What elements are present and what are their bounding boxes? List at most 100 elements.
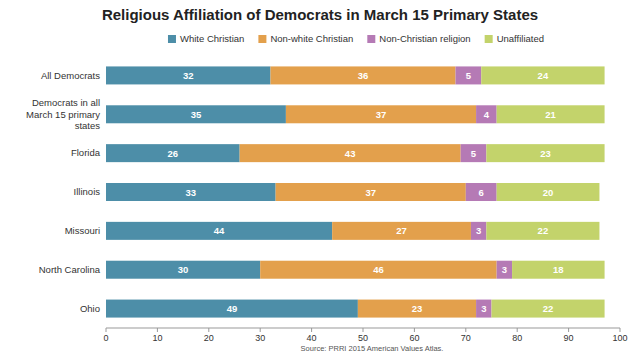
category-label: Illinois	[74, 186, 101, 197]
bar	[240, 144, 461, 162]
x-tick-label: 70	[461, 333, 471, 343]
data-label: 3	[476, 225, 481, 236]
bar	[456, 66, 482, 84]
data-label: 37	[376, 109, 387, 120]
x-tick-label: 80	[512, 333, 522, 343]
bar	[106, 300, 358, 318]
data-label: 37	[365, 187, 376, 198]
legend-swatch	[367, 35, 375, 43]
legend-swatch	[258, 35, 266, 43]
category-label-line: North Carolina	[39, 264, 101, 275]
category-label-line: Democrats in all	[32, 97, 100, 108]
data-label: 35	[191, 109, 202, 120]
bar	[471, 222, 486, 240]
x-tick-label: 90	[564, 333, 574, 343]
x-tick-label: 20	[204, 333, 214, 343]
bar	[512, 261, 605, 279]
bar	[497, 105, 605, 123]
x-tick	[465, 328, 466, 332]
bar	[276, 183, 466, 201]
x-tick-label: 50	[358, 333, 368, 343]
legend: White Christian Non-white Christian Non-Ch…	[168, 33, 544, 44]
data-label: 22	[543, 303, 554, 314]
data-label: 22	[538, 225, 549, 236]
category-label: All Democrats	[41, 70, 100, 81]
x-tick	[106, 328, 107, 332]
data-label: 3	[481, 303, 486, 314]
x-tick	[414, 328, 415, 332]
x-tick-label: 40	[307, 333, 317, 343]
legend-label: Non-Christian religion	[379, 33, 470, 44]
category-label: Missouri	[65, 225, 100, 236]
data-label: 3	[502, 264, 507, 275]
category-label-line: All Democrats	[41, 70, 100, 81]
x-tick-label: 30	[255, 333, 265, 343]
data-label: 32	[183, 70, 194, 81]
x-tick-label: 10	[152, 333, 162, 343]
data-label: 5	[471, 148, 477, 159]
x-tick	[260, 328, 261, 332]
bar	[358, 300, 476, 318]
x-tick	[517, 328, 518, 332]
x-tick-label: 60	[409, 333, 419, 343]
x-tick	[620, 328, 621, 332]
chart: Religious Affiliation of Democrats in Ma…	[0, 0, 640, 354]
x-tick	[363, 328, 364, 332]
x-tick	[157, 328, 158, 332]
category-label-line: Missouri	[65, 225, 100, 236]
data-label: 43	[345, 148, 356, 159]
bar	[270, 66, 455, 84]
bar	[476, 300, 491, 318]
legend-label: Unaffiliated	[497, 33, 544, 44]
bars	[106, 66, 605, 317]
bar	[106, 105, 286, 123]
data-label: 49	[227, 303, 238, 314]
data-label: 33	[186, 187, 197, 198]
category-label: Democrats in allMarch 15 primarystates	[26, 97, 100, 131]
data-label: 5	[466, 70, 472, 81]
x-tick	[208, 328, 209, 332]
bar	[481, 66, 604, 84]
bar	[497, 183, 600, 201]
x-tick	[568, 328, 569, 332]
data-label: 20	[543, 187, 554, 198]
data-label: 23	[412, 303, 423, 314]
x-tick	[311, 328, 312, 332]
data-label: 44	[214, 225, 225, 236]
category-label-line: Illinois	[74, 186, 101, 197]
legend-swatch	[485, 35, 493, 43]
category-label-line: states	[75, 120, 101, 131]
bar	[461, 144, 487, 162]
data-label: 27	[396, 225, 407, 236]
category-label-line: March 15 primary	[26, 109, 100, 120]
bar	[286, 105, 476, 123]
data-label: 36	[358, 70, 369, 81]
title: Religious Affiliation of Democrats in Ma…	[102, 6, 538, 23]
data-label: 26	[168, 148, 179, 159]
data-label: 18	[553, 264, 564, 275]
bar	[106, 222, 332, 240]
bar	[106, 261, 260, 279]
data-label: 30	[178, 264, 189, 275]
category-label: North Carolina	[39, 264, 101, 275]
bar	[332, 222, 471, 240]
bar	[106, 66, 270, 84]
data-label: 24	[538, 70, 549, 81]
data-label: 23	[540, 148, 551, 159]
data-label: 46	[373, 264, 384, 275]
data-label: 6	[479, 187, 484, 198]
x-tick-label: 0	[103, 333, 108, 343]
source: Source: PRRI 2015 American Values Atlas.	[301, 344, 444, 353]
bar	[486, 144, 604, 162]
bar	[492, 300, 605, 318]
bar	[106, 144, 240, 162]
legend-swatch	[168, 35, 176, 43]
bar	[466, 183, 497, 201]
data-label: 21	[545, 109, 556, 120]
data-label: 4	[484, 109, 490, 120]
category-label-line: Florida	[71, 147, 101, 158]
legend-label: Non-white Christian	[270, 33, 353, 44]
bar	[476, 105, 497, 123]
category-label-line: Ohio	[80, 303, 100, 314]
legend-label: White Christian	[180, 33, 244, 44]
